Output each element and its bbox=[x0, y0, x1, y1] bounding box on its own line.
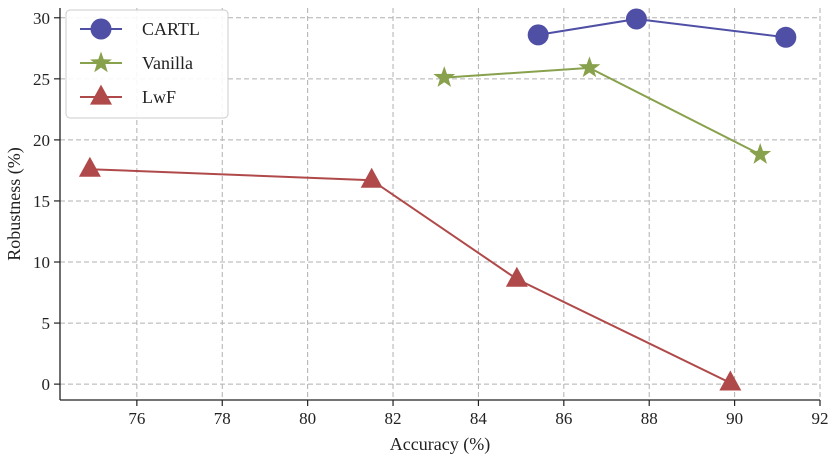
x-tick-label: 76 bbox=[128, 409, 145, 428]
y-tick-label: 15 bbox=[33, 192, 50, 211]
x-tick-label: 88 bbox=[641, 409, 658, 428]
series-cartl bbox=[527, 8, 797, 48]
x-tick-label: 90 bbox=[726, 409, 743, 428]
data-point-lwf bbox=[505, 266, 528, 287]
axes-layer: 76 78 80 82 84 86 88 90 92 0 5 10 15 20 25 30 bbox=[33, 8, 829, 428]
y-tick-label: 25 bbox=[33, 70, 50, 89]
legend-marker-lwf bbox=[90, 84, 112, 105]
series-line-cartl bbox=[538, 17, 786, 39]
series-layer bbox=[78, 8, 797, 391]
legend-label-vanilla: Vanilla bbox=[142, 53, 193, 73]
legend-marker-vanilla bbox=[90, 51, 112, 73]
data-point-vanilla bbox=[433, 66, 456, 87]
series-line-vanilla bbox=[444, 66, 761, 156]
data-point-cartl bbox=[527, 24, 549, 46]
y-tick-label: 30 bbox=[33, 9, 50, 28]
data-point-cartl bbox=[775, 26, 797, 48]
data-point-vanilla bbox=[578, 56, 601, 78]
data-point-cartl bbox=[625, 8, 647, 30]
legend-item-vanilla: Vanilla bbox=[80, 51, 193, 73]
x-tick-label: 86 bbox=[555, 409, 572, 428]
x-tick-label: 80 bbox=[299, 409, 316, 428]
legend-item-lwf: LwF bbox=[80, 84, 176, 107]
data-point-lwf bbox=[719, 370, 742, 391]
x-tick-label: 92 bbox=[812, 409, 829, 428]
legend: CARTL Vanilla LwF bbox=[65, 9, 229, 119]
series-line-lwf bbox=[89, 168, 731, 384]
legend-marker-cartl bbox=[90, 18, 112, 40]
y-tick-label: 10 bbox=[33, 253, 50, 272]
y-tick-label: 0 bbox=[42, 375, 51, 394]
x-axis-title: Accuracy (%) bbox=[390, 434, 490, 455]
y-tick-label: 20 bbox=[33, 131, 50, 150]
series-lwf bbox=[78, 156, 742, 391]
x-tick-label: 78 bbox=[214, 409, 231, 428]
data-point-lwf bbox=[360, 167, 383, 188]
data-point-vanilla bbox=[749, 143, 772, 164]
y-axis-title: Robustness (%) bbox=[4, 147, 25, 261]
grid-layer bbox=[60, 8, 821, 400]
data-point-lwf bbox=[78, 156, 101, 177]
x-tick-label: 82 bbox=[385, 409, 402, 428]
series-vanilla bbox=[433, 56, 772, 164]
x-tick-label: 84 bbox=[470, 409, 488, 428]
legend-label-lwf: LwF bbox=[142, 87, 176, 107]
legend-label-cartl: CARTL bbox=[142, 19, 200, 39]
y-tick-label: 5 bbox=[42, 314, 51, 333]
legend-item-cartl: CARTL bbox=[80, 18, 200, 40]
